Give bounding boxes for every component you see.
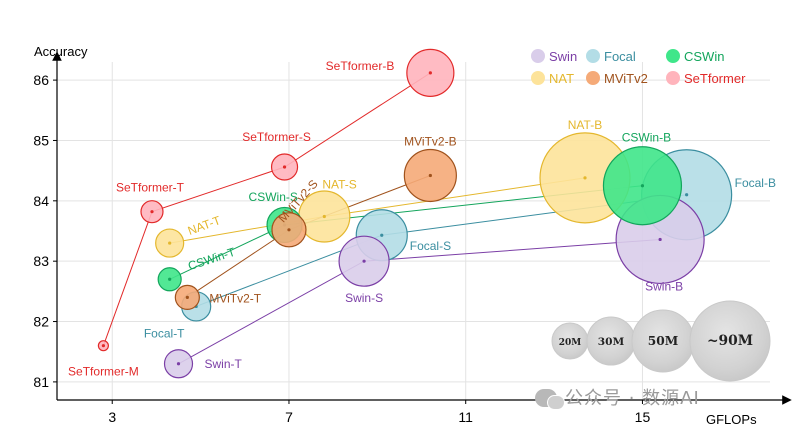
point-label: Focal-S — [410, 239, 451, 253]
y-tick-label: 84 — [33, 193, 49, 209]
point-label: Swin-S — [345, 291, 383, 305]
size-legend-label: 30M — [598, 336, 625, 348]
legend-marker-nat — [531, 71, 545, 85]
point-label: SeTformer-M — [68, 365, 139, 379]
bubble-center-dot — [362, 259, 366, 263]
bubble-center-dot — [185, 295, 189, 299]
x-tick-label: 15 — [635, 409, 651, 425]
legend: Swin Focal CSWin NAT MViTv2 SeTformer — [531, 49, 746, 86]
point-label: NAT-B — [568, 118, 602, 132]
size-legend-bubble — [689, 300, 771, 382]
size-legend-label: 20M — [559, 338, 582, 348]
point-label: NAT-S — [322, 178, 356, 192]
point-label: MViTv2-B — [404, 134, 456, 148]
point-label: SeTformer-T — [116, 181, 185, 195]
y-tick-label: 86 — [33, 72, 49, 88]
y-tick-label: 82 — [33, 314, 49, 330]
bubble-center-dot — [287, 228, 291, 232]
y-tick-label: 81 — [33, 374, 49, 390]
legend-label-focal: Focal — [604, 49, 636, 64]
y-tick-label: 83 — [33, 253, 49, 269]
series-line-setformer — [102, 72, 431, 346]
bubble-center-dot — [322, 214, 326, 219]
point-label: SeTformer-B — [326, 59, 395, 73]
bubble-center-dot — [282, 165, 287, 169]
point-label: NAT-T — [186, 213, 223, 238]
bubble-center-dot — [176, 362, 181, 366]
bubble-center-dot — [685, 193, 689, 197]
size-legend-label: 50M — [648, 334, 678, 348]
point-label: SeTformer-S — [242, 130, 311, 144]
wechat-icon — [535, 389, 565, 410]
legend-label-setformer: SeTformer — [684, 71, 746, 86]
legend-marker-focal — [586, 49, 600, 63]
bubble-center-dot — [583, 176, 587, 180]
bubbles — [97, 48, 733, 379]
bubble-center-dot — [428, 71, 432, 75]
legend-label-nat: NAT — [549, 71, 574, 86]
x-axis-label: GFLOPs — [706, 412, 757, 427]
point-label: Swin-T — [205, 357, 243, 371]
bubble-center-dot — [640, 184, 645, 188]
point-label: CSWin-S — [249, 190, 298, 204]
legend-label-cswin: CSWin — [684, 49, 724, 64]
size-legend-label: ~90M — [707, 333, 753, 349]
x-tick-label: 11 — [458, 409, 473, 425]
bubble-center-dot — [101, 344, 105, 348]
bubble-center-dot — [150, 210, 154, 214]
axes: 3 7 11 15 81 82 83 84 85 86 Accuracy GFLOPs — [33, 44, 792, 427]
legend-marker-setformer — [666, 71, 680, 85]
point-label: Focal-B — [735, 176, 776, 190]
point-label: MViTv2-T — [209, 291, 261, 305]
legend-label-swin: Swin — [549, 49, 577, 64]
legend-marker-mvitv2 — [586, 71, 600, 85]
point-label: Focal-T — [144, 326, 185, 340]
y-axis-label: Accuracy — [34, 44, 88, 59]
legend-label-mvitv2: MViTv2 — [604, 71, 648, 86]
point-label: CSWin-B — [622, 131, 671, 145]
x-tick-label: 7 — [285, 409, 293, 425]
bubble-center-dot — [658, 237, 662, 242]
size-legend: 20M 30M 50M ~90M — [551, 300, 771, 382]
x-tick-label: 3 — [108, 409, 116, 425]
bubble-center-dot — [168, 241, 172, 245]
watermark: 公众号 · 数源AI — [535, 384, 700, 410]
bubble-center-dot — [168, 277, 172, 281]
bubble-center-dot — [380, 233, 384, 237]
watermark-text: 公众号 · 数源AI — [565, 388, 700, 409]
legend-marker-cswin — [666, 49, 680, 63]
y-tick-label: 85 — [33, 132, 49, 148]
legend-marker-swin — [531, 49, 545, 63]
point-labels: Swin-T Swin-S Swin-B Focal-T Focal-S Focal-B C… — [68, 59, 776, 379]
point-label: Swin-B — [645, 279, 683, 293]
bubble-center-dot — [428, 173, 432, 178]
grid — [57, 62, 770, 400]
